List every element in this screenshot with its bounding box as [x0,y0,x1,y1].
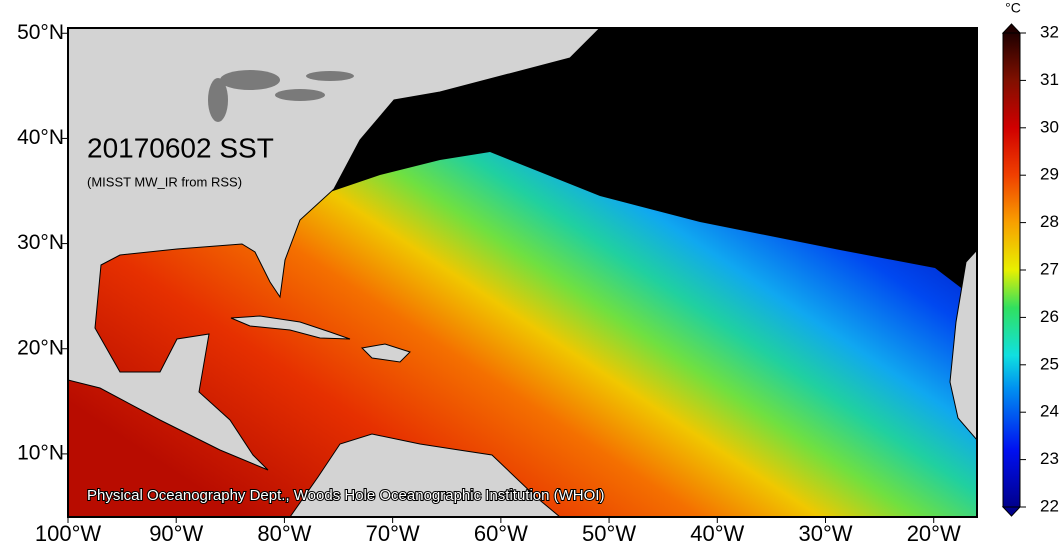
lon-label: 60°W [474,521,528,546]
lon-label: 70°W [366,521,420,546]
lon-label: 90°W [149,521,203,546]
north-america [68,28,601,471]
colorbar-label: 22 [1040,496,1059,515]
no-data-region [330,28,977,300]
map-frame [67,27,978,518]
cuba [230,315,351,340]
south-america [289,433,561,517]
lon-label: 50°W [582,521,636,546]
great-lake [275,89,325,101]
colorbar [1002,32,1021,508]
colorbar-unit: °C [1005,0,1021,16]
africa [949,249,977,441]
lon-label: 40°W [690,521,744,546]
colorbar-label: 28 [1040,212,1059,231]
colorbar-cap [1001,506,1022,517]
colorbar-label: 31 [1040,70,1059,89]
map-title: 20170602 SST [87,132,274,163]
map-subtitle: (MISST MW_IR from RSS) [87,174,242,189]
colorbar-label: 25 [1040,354,1059,373]
credit: Physical Oceanography Dept., Woods Hole … [87,487,604,504]
lon-label: 100°W [35,521,102,546]
great-lake [306,71,354,81]
colorbar-cap [1001,23,1022,34]
colorbar-label: 27 [1040,259,1059,278]
lat-label: 50°N [17,21,64,44]
colorbar-label: 26 [1040,307,1059,326]
lon-label: 20°W [907,521,961,546]
colorbar-label: 23 [1040,449,1059,468]
lat-label: 10°N [17,441,64,464]
lon-label: 30°W [798,521,852,546]
map-area [68,28,977,517]
lat-label: 40°N [17,126,64,149]
lat-label: 20°N [17,336,64,359]
colorbar-label: 24 [1040,402,1059,421]
lon-label: 80°W [257,521,311,546]
colorbar-label: 32 [1040,22,1059,41]
colorbar-label: 30 [1040,117,1059,136]
great-lake [208,78,228,122]
hispaniola [360,343,411,363]
colorbar-label: 29 [1040,165,1059,184]
great-lake [220,70,280,90]
lat-label: 30°N [17,231,64,254]
